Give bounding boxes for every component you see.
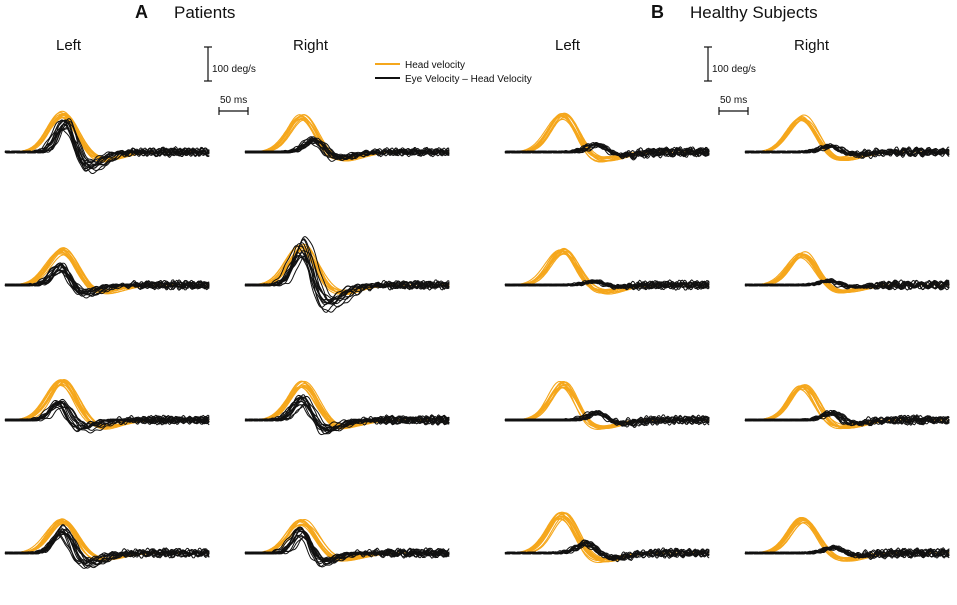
plots-layer xyxy=(4,110,950,569)
eye-minus-head-velocity-trace xyxy=(744,144,950,158)
eye-minus-head-velocity-trace xyxy=(744,280,950,290)
eye-minus-head-velocity-trace xyxy=(4,128,210,167)
subplot-b-right-row-2 xyxy=(744,251,950,294)
eye-minus-head-velocity-trace xyxy=(744,411,950,425)
eye-minus-head-velocity-trace xyxy=(4,123,210,172)
eye-minus-head-velocity-trace xyxy=(4,531,210,566)
panel-b-letter: B xyxy=(651,2,664,22)
eye-minus-head-velocity-trace xyxy=(244,136,450,158)
eye-minus-head-velocity-trace xyxy=(744,545,950,558)
eye-minus-head-velocity-trace xyxy=(244,139,450,160)
subplot-a-left-row-4 xyxy=(4,518,210,569)
eye-minus-head-velocity-trace xyxy=(504,280,710,289)
subplot-a-right-row-3 xyxy=(244,380,450,436)
subplot-a-right-row-2 xyxy=(244,236,450,313)
eye-minus-head-velocity-trace xyxy=(244,256,450,305)
eye-minus-head-velocity-trace xyxy=(744,279,950,290)
velocity-scale-label-a: 100 deg/s xyxy=(212,64,256,75)
eye-minus-head-velocity-trace xyxy=(504,410,710,427)
eye-minus-head-velocity-trace xyxy=(4,532,210,564)
head-velocity-trace xyxy=(5,116,210,161)
eye-minus-head-velocity-trace xyxy=(244,138,450,160)
panel-b-col-left-label: Left xyxy=(555,37,581,54)
eye-minus-head-velocity-trace xyxy=(4,263,210,295)
panel-a-col-left-label: Left xyxy=(56,37,82,54)
subplot-b-left-row-4 xyxy=(504,511,710,564)
eye-minus-head-velocity-trace xyxy=(504,143,710,161)
time-scale-label-b: 50 ms xyxy=(720,95,747,106)
subplot-b-right-row-4 xyxy=(744,516,950,562)
eye-minus-head-velocity-trace xyxy=(244,530,450,563)
eye-minus-head-velocity-trace xyxy=(244,394,450,436)
eye-minus-head-velocity-trace xyxy=(504,279,710,290)
eye-minus-head-velocity-trace xyxy=(244,255,450,305)
legend-label-head-velocity: Head velocity xyxy=(405,60,465,71)
panel-a-title: Patients xyxy=(174,3,235,22)
eye-minus-head-velocity-trace xyxy=(744,144,950,157)
subplot-a-right-row-4 xyxy=(244,519,450,568)
legend: Head velocity Eye Velocity – Head Veloci… xyxy=(375,60,532,85)
eye-minus-head-velocity-trace xyxy=(244,535,450,559)
eye-minus-head-velocity-trace xyxy=(4,401,210,433)
scale-bars-a: 100 deg/s 50 ms xyxy=(204,46,256,115)
eye-minus-head-velocity-trace xyxy=(4,119,210,172)
eye-minus-head-velocity-trace xyxy=(504,412,710,425)
time-scale-label-a: 50 ms xyxy=(220,95,247,106)
subplot-a-right-row-1 xyxy=(244,114,450,162)
panel-a-col-right-label: Right xyxy=(293,37,329,54)
subplot-b-left-row-1 xyxy=(504,112,710,163)
velocity-scale-label-b: 100 deg/s xyxy=(712,64,756,75)
panel-a-letter: A xyxy=(135,2,148,22)
subplot-b-left-row-3 xyxy=(504,380,710,430)
head-velocity-trace xyxy=(505,380,710,430)
legend-label-eye-minus-head-velocity: Eye Velocity – Head Velocity xyxy=(405,74,532,85)
eye-minus-head-velocity-trace xyxy=(244,403,450,431)
eye-minus-head-velocity-trace xyxy=(744,409,950,426)
scale-bars-b: 100 deg/s 50 ms xyxy=(704,46,756,115)
subplot-b-left-row-2 xyxy=(504,247,710,295)
panel-b-col-right-label: Right xyxy=(794,37,830,54)
subplot-a-left-row-2 xyxy=(4,247,210,299)
subplot-a-left-row-3 xyxy=(4,379,210,434)
eye-minus-head-velocity-trace xyxy=(4,525,210,567)
subplot-b-right-row-1 xyxy=(744,114,950,162)
eye-minus-head-velocity-trace xyxy=(4,262,210,296)
panel-b-title: Healthy Subjects xyxy=(690,3,818,22)
subplot-b-right-row-3 xyxy=(744,384,950,430)
eye-minus-head-velocity-trace xyxy=(504,543,710,559)
eye-minus-head-velocity-trace xyxy=(244,252,450,301)
subplot-a-left-row-1 xyxy=(4,110,210,174)
